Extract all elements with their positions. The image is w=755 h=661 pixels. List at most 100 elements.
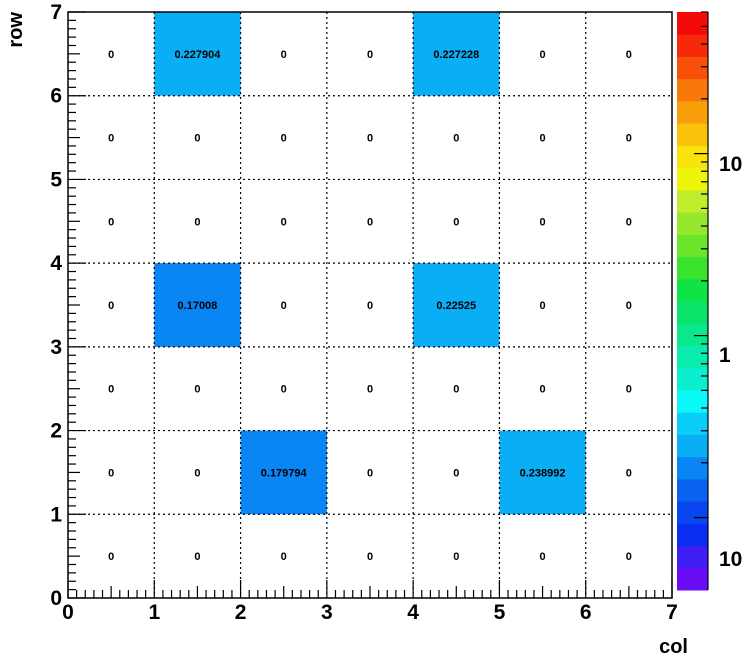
cell-value-label: 0 [367,384,373,396]
x-axis-title: col [659,636,688,658]
y-tick-label: 3 [50,336,62,359]
color-scale-segment [677,478,708,502]
cell-value-label: 0 [194,133,200,145]
heatmap-cell [413,263,500,347]
cell-value-label: 0 [367,133,373,145]
cell-value-label: 0 [194,216,200,228]
color-scale-segment [677,323,708,346]
cell-value-label: 0 [108,216,114,228]
cell-value-label: 0 [281,216,287,228]
heatmap-cell [154,12,241,96]
x-tick-label: 2 [235,601,247,624]
cell-value-label: 0 [108,300,114,312]
x-tick-label: 5 [494,601,506,624]
color-scale-segment [677,345,708,369]
cell-value-label: 0 [194,551,200,563]
color-scale-segment [677,78,708,102]
heatmap-cell [499,430,586,515]
cell-value-label: 0 [281,551,287,563]
color-scale-segment [677,123,708,146]
grid-lines [68,12,672,598]
x-tick-label: 3 [321,601,333,624]
cell-value-label: 0 [108,551,114,563]
color-scale-segment [677,212,708,235]
color-scale-segment [677,434,708,458]
color-scale-segment [677,278,708,302]
color-scale-segment [677,501,708,524]
cell-value-label: 0 [108,49,114,61]
cell-value-label: 0 [281,300,287,312]
color-scale-segment [677,301,708,324]
cell-value-label: 0.227228 [433,49,479,61]
y-tick-label: 4 [50,252,62,275]
cell-value-label: 0 [626,216,632,228]
heatmap-cells [154,12,586,515]
cell-value-label: 0 [453,216,459,228]
color-scale-segment [677,567,708,591]
y-tick-label: 0 [50,587,62,610]
color-scale-bar: 10 1 10 [677,11,742,591]
y-tick-label: 6 [50,85,62,108]
cell-value-label: 0 [281,133,287,145]
heatmap-cell [413,12,500,96]
cell-value-label: 0 [626,384,632,396]
cell-value-label: 0 [626,300,632,312]
cell-value-label: 0.17008 [178,300,218,312]
cell-value-label: 0 [108,467,114,479]
cell-value-label: 0 [108,384,114,396]
cell-value-label: 0 [453,551,459,563]
cell-value-label: 0 [194,384,200,396]
color-scale-segment [677,189,708,213]
y-tick-label: 1 [50,503,62,526]
cell-value-label: 0 [626,133,632,145]
x-tick-label: 6 [580,601,592,624]
x-tick-label: 0 [62,601,74,624]
cell-value-label: 0 [540,49,546,61]
color-scale-segment [677,545,708,569]
cell-value-label: 0 [540,384,546,396]
cell-value-label: 0 [540,216,546,228]
color-scale-segment [677,12,708,35]
cell-value-label: 0 [367,300,373,312]
cell-value-label: 0 [281,384,287,396]
cell-value-label: 0.22525 [436,300,476,312]
color-scale-segment [677,34,708,57]
color-scale-segment [677,145,708,169]
color-scale-segment [677,389,708,413]
cell-value-label: 0 [367,216,373,228]
heatmap-cell [154,263,241,347]
y-tick-label: 2 [50,420,62,443]
color-scale-segment [677,523,708,547]
color-scale-segment [677,56,708,80]
cell-value-label: 0 [194,467,200,479]
x-tick-label: 4 [407,601,419,624]
cell-value-label: 0.179794 [261,467,308,479]
x-tick-label: 1 [148,601,160,624]
axis-tick-labels: 0 1 2 3 4 5 6 7 0 1 2 3 4 5 6 7 [50,1,678,624]
heatmap-cell [240,430,327,515]
cell-value-label: 0.227904 [174,49,221,61]
cell-value-label: 0.238992 [520,467,566,479]
cell-value-labels: 0 0 0 0 0 0 0 0 0 0.179794 0 0 0.238992 0 0 0 0 0 0 0 0 0 0.17… [108,49,632,563]
color-scale-segment [677,456,708,480]
color-scale-segment [677,167,708,191]
cell-value-label: 0 [626,551,632,563]
cell-value-label: 0 [108,133,114,145]
cell-value-label: 0 [281,49,287,61]
color-scale-segment [677,256,708,280]
cell-value-label: 0 [367,49,373,61]
color-scale-segment [677,367,708,391]
color-scale-segment [677,412,708,435]
cell-value-label: 0 [453,467,459,479]
cell-value-label: 0 [540,133,546,145]
cell-value-label: 0 [626,49,632,61]
cell-value-label: 0 [540,551,546,563]
y-tick-label: 7 [50,1,62,24]
color-scale-segment [677,234,708,258]
color-scale-label: 10 [719,548,742,571]
cell-value-label: 0 [626,467,632,479]
cell-value-label: 0 [367,551,373,563]
y-tick-label: 5 [50,168,62,191]
color-scale-segment [677,100,708,124]
